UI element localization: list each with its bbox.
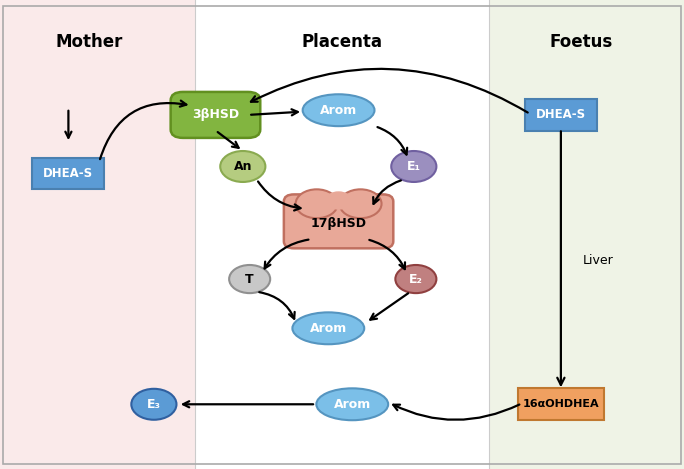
- Ellipse shape: [325, 191, 352, 210]
- Ellipse shape: [395, 265, 436, 293]
- Text: Mother: Mother: [55, 33, 122, 51]
- FancyBboxPatch shape: [33, 158, 104, 189]
- Text: DHEA-S: DHEA-S: [536, 108, 586, 121]
- FancyBboxPatch shape: [489, 0, 684, 469]
- Text: Arom: Arom: [310, 322, 347, 335]
- FancyBboxPatch shape: [284, 195, 393, 249]
- Text: DHEA-S: DHEA-S: [43, 167, 94, 180]
- Text: Placenta: Placenta: [302, 33, 382, 51]
- Ellipse shape: [220, 151, 265, 182]
- Text: Arom: Arom: [320, 104, 357, 117]
- Ellipse shape: [339, 189, 382, 218]
- Ellipse shape: [391, 151, 436, 182]
- Text: E₁: E₁: [407, 160, 421, 173]
- Text: E₃: E₃: [147, 398, 161, 411]
- Text: 17βHSD: 17βHSD: [311, 217, 367, 230]
- FancyBboxPatch shape: [0, 0, 195, 469]
- Text: 16αOHDHEA: 16αOHDHEA: [523, 399, 599, 409]
- Ellipse shape: [131, 389, 176, 420]
- FancyBboxPatch shape: [195, 0, 489, 469]
- Ellipse shape: [229, 265, 270, 293]
- Ellipse shape: [295, 189, 338, 218]
- Text: An: An: [233, 160, 252, 173]
- Text: T: T: [246, 272, 254, 286]
- Text: Liver: Liver: [583, 254, 614, 267]
- FancyBboxPatch shape: [171, 92, 261, 138]
- FancyBboxPatch shape: [518, 388, 603, 420]
- Text: 3βHSD: 3βHSD: [192, 108, 239, 121]
- Text: Arom: Arom: [334, 398, 371, 411]
- FancyBboxPatch shape: [525, 99, 596, 131]
- Ellipse shape: [302, 94, 375, 126]
- Text: E₂: E₂: [409, 272, 423, 286]
- Ellipse shape: [292, 312, 364, 344]
- Text: Foetus: Foetus: [550, 33, 613, 51]
- Ellipse shape: [316, 388, 389, 420]
